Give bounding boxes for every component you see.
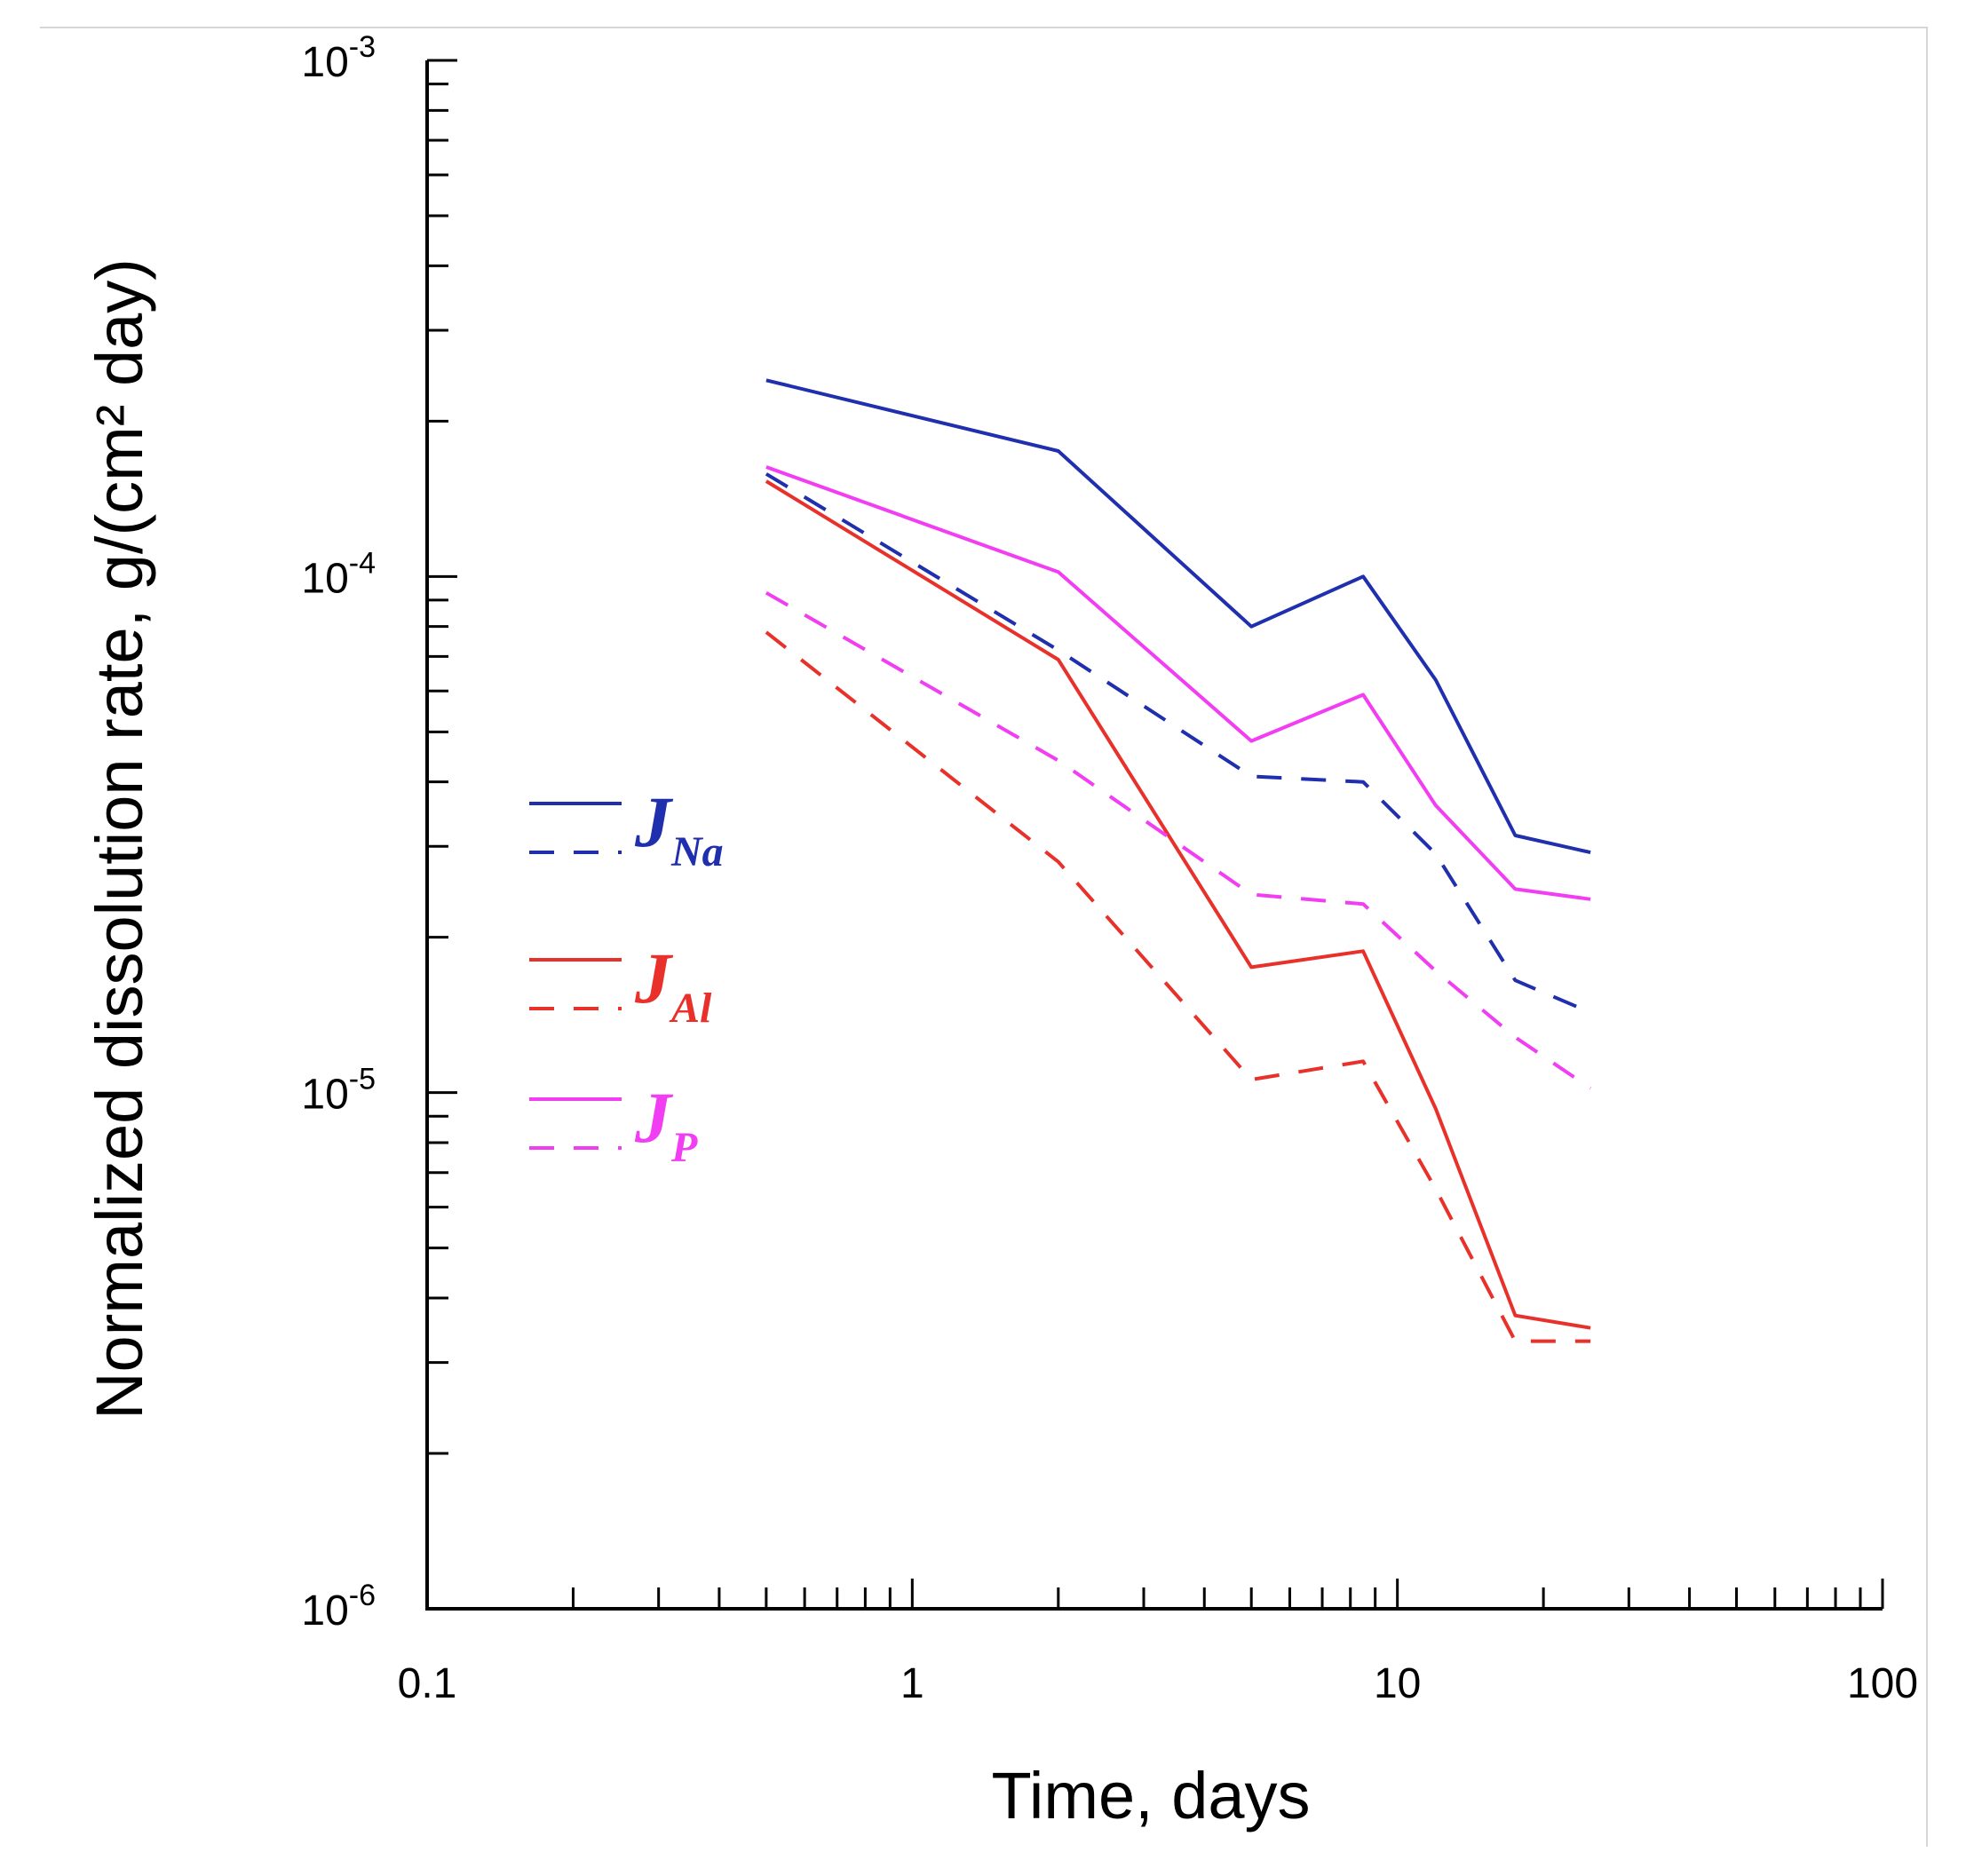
series-line-solid [765, 465, 1591, 901]
legend-label: JNa [634, 781, 724, 875]
x-tick-label: 0.1 [398, 1660, 457, 1707]
y-axis-title: Normalized dissolution rate, g/(cm² day) [83, 258, 156, 1420]
x-tick-label: 1 [900, 1660, 924, 1707]
series-line-solid [765, 378, 1591, 855]
y-tick-label: 10-3 [301, 30, 376, 86]
series-line-dashed [765, 590, 1592, 1090]
legend-label: JAl [634, 938, 712, 1032]
legend-label: JP [634, 1077, 698, 1171]
x-tick-label: 10 [1374, 1660, 1421, 1707]
legend: JNa JAl JP [529, 781, 724, 1171]
x-axis-title: Time, days [991, 1759, 1310, 1832]
y-tick-label: 10-4 [301, 546, 376, 602]
series-layer [765, 378, 1592, 1343]
y-tick-label: 10-6 [301, 1579, 376, 1635]
series-line-dashed [765, 630, 1591, 1343]
figure-frame [40, 27, 1928, 1847]
axes-layer: 0.1 1 10 100 10-6 10-5 10-4 10-3 [301, 30, 1918, 1707]
series-line-solid [765, 479, 1591, 1330]
y-tick-label: 10-5 [301, 1063, 376, 1119]
series-line-dashed [765, 472, 1591, 1015]
x-tick-label: 100 [1847, 1660, 1918, 1707]
